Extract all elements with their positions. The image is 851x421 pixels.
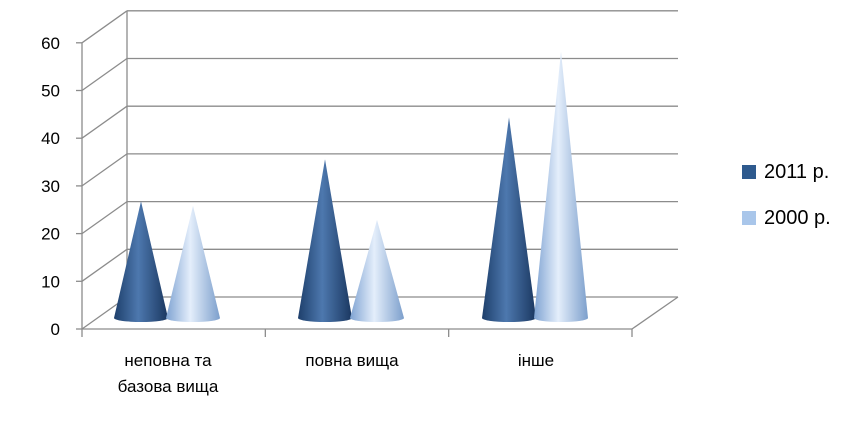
cones <box>114 51 588 323</box>
y-tick-label: 50 <box>41 82 60 101</box>
y-tick-label: 0 <box>51 320 60 339</box>
cone-series1 <box>298 159 352 322</box>
cone-series2 <box>534 51 588 323</box>
cone-series1 <box>482 117 536 322</box>
gridline-side <box>81 57 128 92</box>
cone-series2 <box>166 205 220 322</box>
cone-series1 <box>114 201 168 322</box>
floor-right-edge <box>631 296 679 330</box>
y-tick-label: 60 <box>41 34 60 53</box>
gridlines <box>81 10 678 330</box>
legend-label: 2011 р. <box>764 160 830 183</box>
legend-label: 2000 р. <box>764 206 831 229</box>
legend-item: 2000 р. <box>742 206 831 230</box>
legend-swatch <box>742 165 756 179</box>
gridline-side <box>81 105 128 139</box>
y-tick-label: 30 <box>41 177 60 196</box>
x-category-label: базова вища <box>118 377 219 396</box>
x-category-label: повна вища <box>305 351 399 370</box>
legend-item: 2011 р. <box>742 160 831 184</box>
legend-swatch <box>742 211 756 225</box>
cone-series2 <box>350 219 404 322</box>
y-tick-label: 20 <box>41 225 60 244</box>
y-axis-ticks: 0 10 20 30 40 50 60 <box>41 34 60 339</box>
x-category-label: неповна та <box>124 351 212 370</box>
x-category-label: інше <box>518 351 554 370</box>
gridline-side <box>81 153 128 187</box>
x-axis-labels: неповна та базова вища повна вища інше <box>118 351 554 396</box>
gridline-side <box>81 10 128 44</box>
y-tick-label: 40 <box>41 129 60 148</box>
gridline-side <box>81 201 128 235</box>
legend: 2011 р. 2000 р. <box>742 160 831 252</box>
gridline-side <box>81 248 128 282</box>
axes <box>76 10 679 337</box>
y-tick-label: 10 <box>41 272 60 291</box>
